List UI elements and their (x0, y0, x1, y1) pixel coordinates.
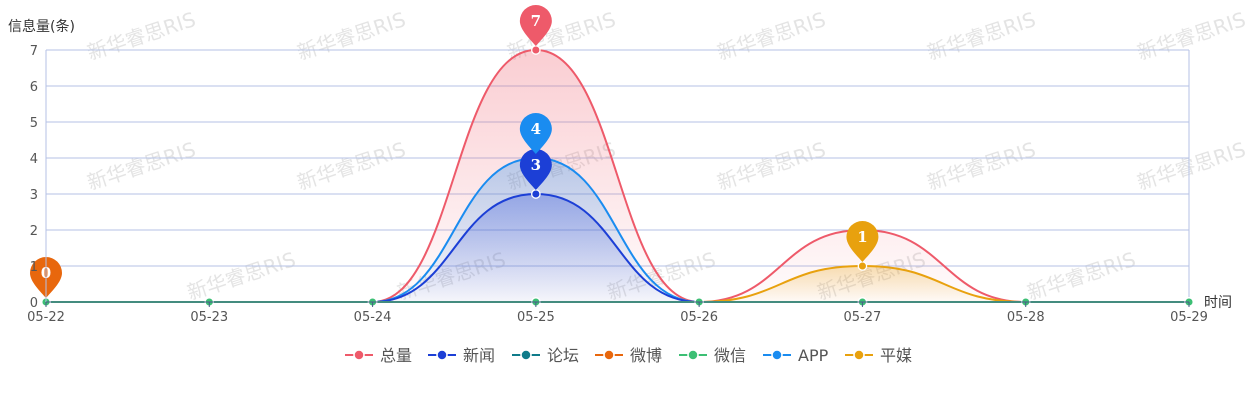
marker-pin-APP: 4 (519, 113, 552, 154)
watermark-text-16: 新华睿思RIS (1024, 247, 1138, 305)
y-tick-label-7: 7 (30, 44, 38, 59)
watermark-text-1: 新华睿思RIS (294, 7, 408, 65)
x-tick-label-05-26: 05-26 (680, 310, 718, 325)
marker-label-新闻: 3 (531, 156, 541, 174)
marker-pin-shape-平媒 (846, 221, 879, 262)
y-tick-label-5: 5 (30, 116, 38, 131)
watermark-text-10: 新华睿思RIS (924, 137, 1038, 195)
watermark-text-9: 新华睿思RIS (714, 137, 828, 195)
x-tick-label-05-23: 05-23 (190, 310, 228, 325)
y-tick-label-1: 1 (30, 260, 38, 275)
y-tick-label-2: 2 (30, 224, 38, 239)
axes: 0 1 2 3 4 5 6 7 05-22 05-23 05-24 05-25 05-26 05-27 05… (27, 44, 1208, 325)
marker-pin-新闻: 3 (519, 149, 552, 190)
watermark-text-5: 新华睿思RIS (1134, 7, 1248, 65)
legend-symbol-微信 (687, 349, 699, 361)
x-axis-title: 时间 (1204, 295, 1232, 311)
legend-label-APP: APP (798, 346, 829, 365)
watermark-text-4: 新华睿思RIS (924, 7, 1038, 65)
y-tick-label-0: 0 (30, 296, 38, 311)
marker-pin-shape-总量 (519, 5, 552, 46)
marker-label-APP: 4 (531, 120, 541, 138)
legend-item-平媒[interactable]: 平媒 (845, 346, 912, 365)
legend-symbol-平媒 (853, 349, 865, 361)
y-tick-label-6: 6 (30, 80, 38, 95)
legend-label-新闻: 新闻 (463, 346, 495, 365)
x-tick-label-05-28: 05-28 (1007, 310, 1045, 325)
legend-label-微博: 微博 (630, 346, 662, 365)
watermark-text-6: 新华睿思RIS (84, 137, 198, 195)
legend-label-平媒: 平媒 (880, 346, 912, 365)
marker-label-平媒: 1 (857, 228, 867, 246)
legend-label-论坛: 论坛 (547, 346, 579, 365)
legend-symbol-总量 (353, 349, 365, 361)
y-tick-label-3: 3 (30, 188, 38, 203)
legend-symbol-论坛 (520, 349, 532, 361)
watermark-text-0: 新华睿思RIS (84, 7, 198, 65)
legend-item-总量[interactable]: 总量 (345, 346, 412, 365)
watermark-layer: 新华睿思RIS 新华睿思RIS 新华睿思RIS 新华睿思RIS 新华睿思RIS 新华睿思R… (84, 7, 1248, 305)
y-axis-title: 信息量(条) (8, 18, 75, 35)
legend-label-微信: 微信 (714, 346, 746, 365)
marker-pin-shape-新闻 (519, 149, 552, 190)
x-tick-label-05-25: 05-25 (517, 310, 555, 325)
x-tick-label-05-29: 05-29 (1170, 310, 1208, 325)
legend-item-新闻[interactable]: 新闻 (428, 346, 495, 365)
data-point-平媒-05-27[interactable] (857, 261, 868, 271)
area-平媒 (46, 266, 1189, 302)
watermark-text-7: 新华睿思RIS (294, 137, 408, 195)
marker-pin-平媒: 1 (846, 221, 879, 262)
watermark-text-12: 新华睿思RIS (184, 247, 298, 305)
legend-label-总量: 总量 (380, 346, 412, 365)
x-tick-label-05-27: 05-27 (844, 310, 882, 325)
data-point-新闻-05-25[interactable] (531, 189, 541, 199)
legend[interactable]: 总量 新闻 论坛 微博 微信 APP 平媒 (345, 346, 912, 365)
legend-symbol-APP (771, 349, 783, 361)
x-tick-label-05-22: 05-22 (27, 310, 65, 325)
y-tick-label-4: 4 (30, 152, 38, 167)
watermark-text-3: 新华睿思RIS (714, 7, 828, 65)
legend-symbol-新闻 (436, 349, 448, 361)
watermark-text-11: 新华睿思RIS (1134, 137, 1248, 195)
legend-item-APP[interactable]: APP (763, 346, 829, 365)
x-tick-label-05-24: 05-24 (354, 310, 392, 325)
marker-pin-shape-APP (519, 113, 552, 154)
legend-symbol-微博 (603, 349, 615, 361)
legend-item-论坛[interactable]: 论坛 (512, 346, 579, 365)
marker-label-总量: 7 (531, 12, 541, 30)
data-point-总量-05-25[interactable] (531, 45, 541, 55)
legend-item-微博[interactable]: 微博 (595, 346, 662, 365)
legend-item-微信[interactable]: 微信 (679, 346, 746, 365)
marker-pin-总量: 7 (519, 5, 552, 46)
